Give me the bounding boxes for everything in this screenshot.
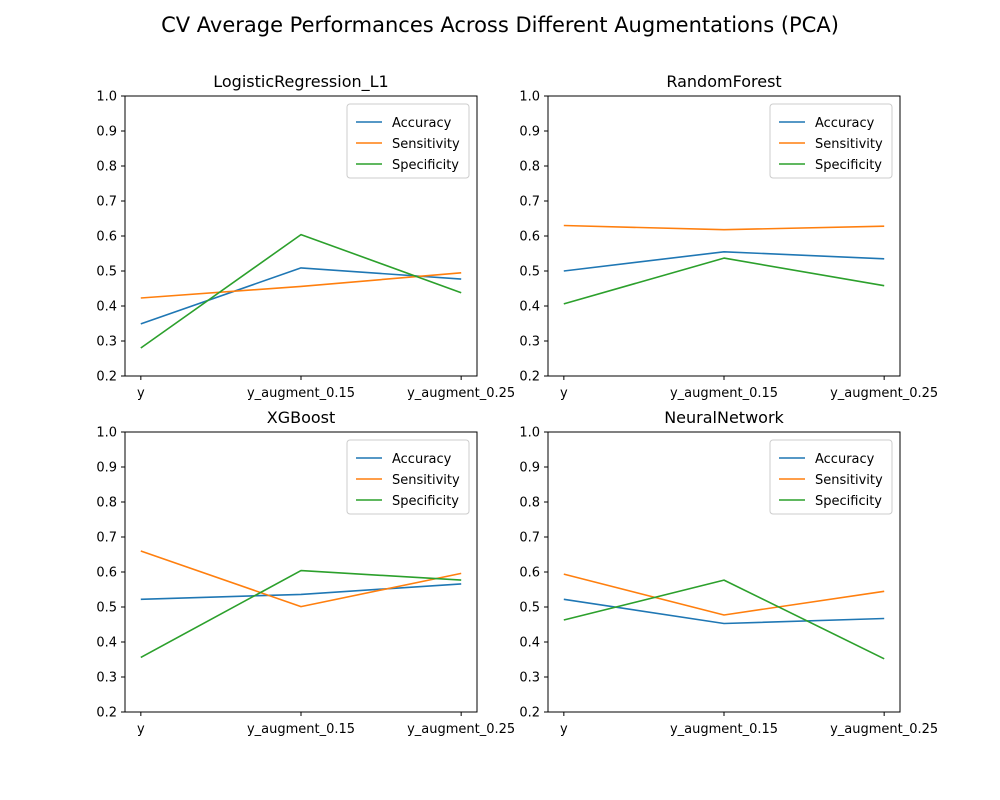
y-tick-label: 0.6 xyxy=(96,566,117,581)
y-tick-label: 0.9 xyxy=(96,125,117,140)
y-tick-label: 0.8 xyxy=(519,160,540,175)
subplot-2: RandomForest 0.2 0.3 0.4 0.5 0.6 0.7 0.8 0.9 1.0 y… xyxy=(519,72,938,401)
y-tick-label: 0.2 xyxy=(96,706,117,721)
figure-title: CV Average Performances Across Different… xyxy=(161,13,839,37)
x-tick-label: y_augment_0.15 xyxy=(247,722,355,737)
y-tick-label: 0.3 xyxy=(96,335,117,350)
axes-frame xyxy=(547,431,901,713)
y-tick-label: 0.2 xyxy=(96,370,117,385)
legend: Accuracy Sensitivity Specificity xyxy=(346,103,470,179)
series-line-sensitivity xyxy=(140,272,462,299)
y-tick-label: 0.3 xyxy=(519,671,540,686)
y-tick-label: 0.3 xyxy=(519,335,540,350)
y-tick-label: 1.0 xyxy=(96,90,117,105)
axes-frame xyxy=(124,431,478,713)
y-tick-label: 0.4 xyxy=(96,300,117,315)
y-tick-label: 0.4 xyxy=(96,636,117,651)
y-tick-label: 0.6 xyxy=(96,230,117,245)
y-tick-label: 0.6 xyxy=(519,566,540,581)
series-line-sensitivity xyxy=(563,573,885,616)
series-line-accuracy xyxy=(563,251,885,272)
x-tick-label: y_augment_0.25 xyxy=(407,722,515,737)
y-tick-label: 0.4 xyxy=(519,300,540,315)
y-tick-label: 0.5 xyxy=(519,601,540,616)
subplot-4: NeuralNetwork 0.2 0.3 0.4 0.5 0.6 0.7 0.8 0.9 1.0… xyxy=(519,408,938,737)
series-line-accuracy xyxy=(140,267,462,325)
y-tick-label: 0.5 xyxy=(96,265,117,280)
y-tick-label: 0.9 xyxy=(519,125,540,140)
legend-label: Accuracy xyxy=(392,452,452,467)
series-line-accuracy xyxy=(140,583,462,601)
legend-label: Specificity xyxy=(392,158,459,173)
y-tick-label: 0.3 xyxy=(96,671,117,686)
subplot-title: NeuralNetwork xyxy=(664,408,784,427)
x-tick-label: y_augment_0.25 xyxy=(830,386,938,401)
legend-label: Sensitivity xyxy=(392,473,460,488)
x-tick-label: y_augment_0.15 xyxy=(670,722,778,737)
legend-label: Sensitivity xyxy=(392,137,460,152)
y-tick-label: 1.0 xyxy=(96,426,117,441)
legend-label: Accuracy xyxy=(815,452,875,467)
legend-label: Sensitivity xyxy=(815,137,883,152)
x-tick-label: y_augment_0.25 xyxy=(407,386,515,401)
y-tick-label: 0.5 xyxy=(96,601,117,616)
x-tick-label: y_augment_0.15 xyxy=(247,386,355,401)
axes-frame xyxy=(124,95,478,377)
y-tick-label: 0.8 xyxy=(519,496,540,511)
y-tick-label: 0.2 xyxy=(519,370,540,385)
series-line-specificity xyxy=(140,233,462,349)
subplot-title: RandomForest xyxy=(666,72,781,91)
legend-label: Sensitivity xyxy=(815,473,883,488)
y-tick-label: 0.7 xyxy=(519,195,540,210)
y-tick-label: 0.7 xyxy=(96,531,117,546)
x-tick-label: y xyxy=(137,386,145,401)
series-line-sensitivity xyxy=(140,550,462,608)
legend: Accuracy Sensitivity Specificity xyxy=(769,439,893,515)
subplot-title: LogisticRegression_L1 xyxy=(213,72,388,92)
y-tick-label: 0.2 xyxy=(519,706,540,721)
y-tick-label: 1.0 xyxy=(519,426,540,441)
x-tick-label: y_augment_0.25 xyxy=(830,722,938,737)
legend: Accuracy Sensitivity Specificity xyxy=(346,439,470,515)
subplot-3: XGBoost 0.2 0.3 0.4 0.5 0.6 0.7 0.8 0.9 1.0 y y_aug… xyxy=(96,408,515,737)
series-line-specificity xyxy=(563,579,885,660)
x-tick-label: y xyxy=(560,722,568,737)
x-tick-label: y xyxy=(137,722,145,737)
legend: Accuracy Sensitivity Specificity xyxy=(769,103,893,179)
legend-label: Accuracy xyxy=(815,116,875,131)
y-tick-label: 0.4 xyxy=(519,636,540,651)
y-tick-label: 0.6 xyxy=(519,230,540,245)
axes-frame xyxy=(547,95,901,377)
y-tick-label: 0.8 xyxy=(96,160,117,175)
subplot-1: LogisticRegression_L1 0.2 0.3 0.4 0.5 0.6 0.7 0… xyxy=(96,72,515,401)
y-tick-label: 0.9 xyxy=(519,461,540,476)
y-tick-label: 0.7 xyxy=(519,531,540,546)
x-tick-label: y xyxy=(560,386,568,401)
x-tick-label: y_augment_0.15 xyxy=(670,386,778,401)
subplot-title: XGBoost xyxy=(267,408,336,427)
y-tick-label: 1.0 xyxy=(519,90,540,105)
y-tick-label: 0.9 xyxy=(96,461,117,476)
series-line-specificity xyxy=(140,569,462,659)
y-tick-label: 0.7 xyxy=(96,195,117,210)
series-line-sensitivity xyxy=(563,224,885,231)
series-line-specificity xyxy=(563,257,885,305)
legend-label: Accuracy xyxy=(392,116,452,131)
legend-label: Specificity xyxy=(392,494,459,509)
y-tick-label: 0.5 xyxy=(519,265,540,280)
legend-label: Specificity xyxy=(815,158,882,173)
legend-label: Specificity xyxy=(815,494,882,509)
y-tick-label: 0.8 xyxy=(96,496,117,511)
